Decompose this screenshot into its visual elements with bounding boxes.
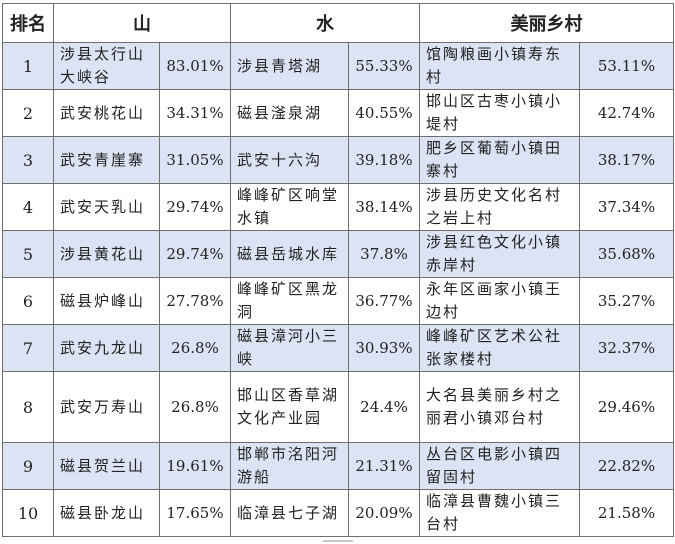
village-name-cell: 肥乡区葡萄小镇田寨村	[419, 136, 580, 184]
village-name-cell: 永年区画家小镇王边村	[419, 277, 580, 325]
rank-cell: 9	[2, 442, 54, 490]
mountain-name-cell: 武安桃花山	[53, 89, 160, 137]
rank-cell: 5	[2, 230, 54, 278]
mountain-name-cell: 磁县炉峰山	[53, 277, 160, 325]
mountain-percent-cell: 17.65%	[159, 489, 231, 537]
mountain-percent-cell: 34.31%	[159, 89, 231, 137]
water-name-cell: 武安十六沟	[230, 136, 349, 184]
rank-cell: 2	[2, 89, 54, 137]
water-percent-cell: 55.33%	[348, 42, 420, 90]
village-name-cell: 馆陶粮画小镇寿东村	[419, 42, 580, 90]
rank-cell: 4	[2, 183, 54, 231]
mountain-percent-cell: 83.01%	[159, 42, 231, 90]
village-name-cell: 大名县美丽乡村之丽君小镇邓台村	[419, 371, 580, 443]
table-row: 7 武安九龙山 26.8% 磁县漳河小三峡 30.93% 峰峰矿区艺术公社张家楼村 32.3…	[2, 324, 674, 372]
mountain-percent-cell: 26.8%	[159, 371, 231, 443]
water-percent-cell: 39.18%	[348, 136, 420, 184]
water-percent-cell: 36.77%	[348, 277, 420, 325]
header-water: 水	[230, 3, 420, 43]
village-name-cell: 峰峰矿区艺术公社张家楼村	[419, 324, 580, 372]
header-row: 排名 山 水 美丽乡村	[2, 3, 674, 43]
header-village: 美丽乡村	[419, 3, 674, 43]
water-percent-cell: 37.8%	[348, 230, 420, 278]
rank-cell: 7	[2, 324, 54, 372]
rank-cell: 8	[2, 371, 54, 443]
water-name-cell: 峰峰矿区黑龙洞	[230, 277, 349, 325]
mountain-percent-cell: 26.8%	[159, 324, 231, 372]
village-name-cell: 丛台区电影小镇四留固村	[419, 442, 580, 490]
rank-cell: 10	[2, 489, 54, 537]
village-percent-cell: 21.58%	[579, 489, 674, 537]
mountain-name-cell: 磁县贺兰山	[53, 442, 160, 490]
rank-cell: 1	[2, 42, 54, 90]
village-percent-cell: 32.37%	[579, 324, 674, 372]
table-row: 6 磁县炉峰山 27.78% 峰峰矿区黑龙洞 36.77% 永年区画家小镇王边村 35.27…	[2, 277, 674, 325]
table-row: 2 武安桃花山 34.31% 磁县滏泉湖 40.55% 邯山区古枣小镇小堤村 42.74%	[2, 89, 674, 137]
water-name-cell: 临漳县七子湖	[230, 489, 349, 537]
mountain-name-cell: 武安九龙山	[53, 324, 160, 372]
water-percent-cell: 38.14%	[348, 183, 420, 231]
table-row: 4 武安天乳山 29.74% 峰峰矿区响堂水镇 38.14% 涉县历史文化名村之岩上村 37…	[2, 183, 674, 231]
water-percent-cell: 24.4%	[348, 371, 420, 443]
table-row: 10 磁县卧龙山 17.65% 临漳县七子湖 20.09% 临漳县曹魏小镇三台村 21.58…	[2, 489, 674, 537]
ranking-table: 排名 山 水 美丽乡村 1 涉县太行山大峡谷 83.01% 涉县青塔湖 55.33% 馆陶…	[2, 3, 674, 537]
mountain-percent-cell: 27.78%	[159, 277, 231, 325]
mountain-name-cell: 涉县太行山大峡谷	[53, 42, 160, 90]
mountain-percent-cell: 19.61%	[159, 442, 231, 490]
mountain-name-cell: 武安青崖寨	[53, 136, 160, 184]
mountain-percent-cell: 29.74%	[159, 183, 231, 231]
village-percent-cell: 35.27%	[579, 277, 674, 325]
village-percent-cell: 22.82%	[579, 442, 674, 490]
mountain-percent-cell: 31.05%	[159, 136, 231, 184]
village-name-cell: 临漳县曹魏小镇三台村	[419, 489, 580, 537]
water-name-cell: 邯郸市洺阳河游船	[230, 442, 349, 490]
rank-cell: 6	[2, 277, 54, 325]
village-percent-cell: 35.68%	[579, 230, 674, 278]
table-row: 9 磁县贺兰山 19.61% 邯郸市洺阳河游船 21.31% 丛台区电影小镇四留固村 22.…	[2, 442, 674, 490]
mountain-name-cell: 涉县黄花山	[53, 230, 160, 278]
water-percent-cell: 21.31%	[348, 442, 420, 490]
village-name-cell: 涉县历史文化名村之岩上村	[419, 183, 580, 231]
water-name-cell: 磁县滏泉湖	[230, 89, 349, 137]
village-name-cell: 邯山区古枣小镇小堤村	[419, 89, 580, 137]
water-percent-cell: 40.55%	[348, 89, 420, 137]
mountain-name-cell: 武安天乳山	[53, 183, 160, 231]
header-mountain: 山	[53, 3, 231, 43]
rank-cell: 3	[2, 136, 54, 184]
mountain-name-cell: 武安万寿山	[53, 371, 160, 443]
water-percent-cell: 20.09%	[348, 489, 420, 537]
mountain-percent-cell: 29.74%	[159, 230, 231, 278]
village-percent-cell: 37.34%	[579, 183, 674, 231]
water-percent-cell: 30.93%	[348, 324, 420, 372]
table-row: 3 武安青崖寨 31.05% 武安十六沟 39.18% 肥乡区葡萄小镇田寨村 38.17%	[2, 136, 674, 184]
water-name-cell: 磁县漳河小三峡	[230, 324, 349, 372]
village-percent-cell: 53.11%	[579, 42, 674, 90]
village-name-cell: 涉县红色文化小镇赤岸村	[419, 230, 580, 278]
village-percent-cell: 29.46%	[579, 371, 674, 443]
table-row: 5 涉县黄花山 29.74% 磁县岳城水库 37.8% 涉县红色文化小镇赤岸村 35.68%	[2, 230, 674, 278]
water-name-cell: 邯山区香草湖文化产业园	[230, 371, 349, 443]
table-row: 1 涉县太行山大峡谷 83.01% 涉县青塔湖 55.33% 馆陶粮画小镇寿东村 53.11…	[2, 42, 674, 90]
village-percent-cell: 38.17%	[579, 136, 674, 184]
bottom-divider	[323, 540, 353, 542]
mountain-name-cell: 磁县卧龙山	[53, 489, 160, 537]
table-row: 8 武安万寿山 26.8% 邯山区香草湖文化产业园 24.4% 大名县美丽乡村之丽君小镇邓…	[2, 371, 674, 443]
water-name-cell: 涉县青塔湖	[230, 42, 349, 90]
header-rank: 排名	[2, 3, 54, 43]
village-percent-cell: 42.74%	[579, 89, 674, 137]
water-name-cell: 磁县岳城水库	[230, 230, 349, 278]
water-name-cell: 峰峰矿区响堂水镇	[230, 183, 349, 231]
